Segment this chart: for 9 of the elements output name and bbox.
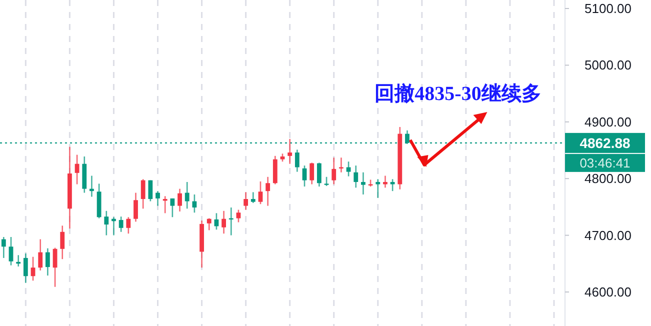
y-tick-label: 4800.00 [584, 171, 632, 186]
y-tick-label: 4700.00 [584, 228, 632, 243]
ref-line-label: 4862.88 [580, 134, 631, 151]
y-tick-label: 5100.00 [584, 1, 632, 16]
y-tick-label: 4600.00 [584, 284, 632, 300]
text: 03:46:41 [580, 155, 630, 170]
y-tick-label: 5000.00 [584, 58, 632, 73]
annotation: 回撤4835-30继续多 [374, 82, 542, 105]
y-tick-label: 4900.00 [584, 114, 632, 130]
